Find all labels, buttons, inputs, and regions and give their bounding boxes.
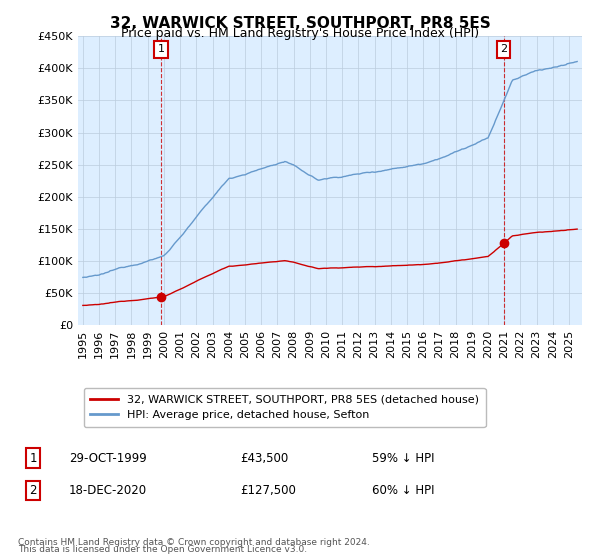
Text: Price paid vs. HM Land Registry's House Price Index (HPI): Price paid vs. HM Land Registry's House … [121,27,479,40]
Text: Contains HM Land Registry data © Crown copyright and database right 2024.: Contains HM Land Registry data © Crown c… [18,538,370,547]
Text: £127,500: £127,500 [240,484,296,497]
Text: 59% ↓ HPI: 59% ↓ HPI [372,451,434,465]
Text: This data is licensed under the Open Government Licence v3.0.: This data is licensed under the Open Gov… [18,545,307,554]
Legend: 32, WARWICK STREET, SOUTHPORT, PR8 5ES (detached house), HPI: Average price, det: 32, WARWICK STREET, SOUTHPORT, PR8 5ES (… [83,388,485,427]
Text: 32, WARWICK STREET, SOUTHPORT, PR8 5ES: 32, WARWICK STREET, SOUTHPORT, PR8 5ES [110,16,490,31]
Text: 1: 1 [158,44,164,54]
Text: £43,500: £43,500 [240,451,288,465]
Text: 2: 2 [29,484,37,497]
Text: 60% ↓ HPI: 60% ↓ HPI [372,484,434,497]
Text: 1: 1 [29,451,37,465]
Text: 2: 2 [500,44,507,54]
Text: 18-DEC-2020: 18-DEC-2020 [69,484,147,497]
Text: 29-OCT-1999: 29-OCT-1999 [69,451,147,465]
